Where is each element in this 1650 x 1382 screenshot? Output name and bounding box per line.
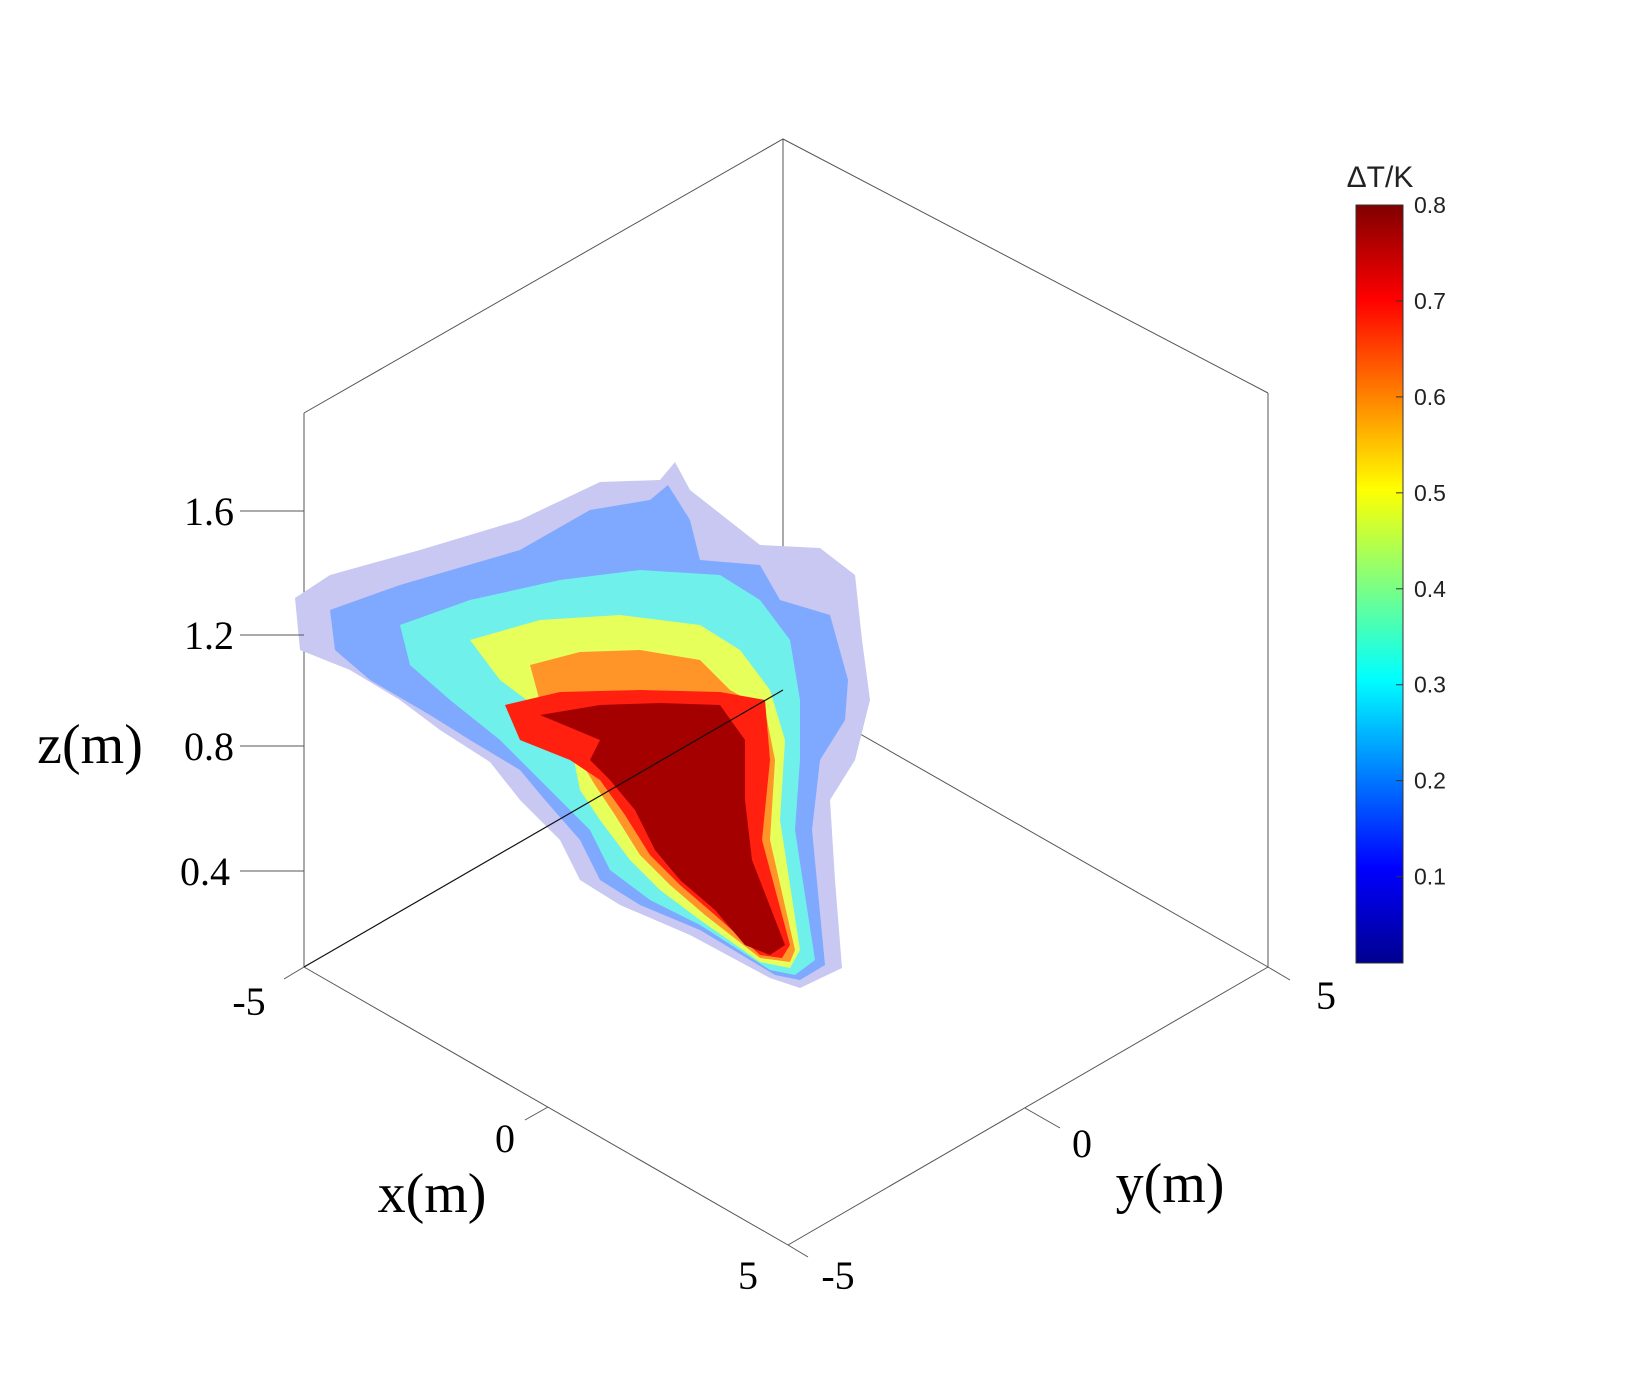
- z-tick-label: 1.2: [184, 613, 234, 658]
- colorbar-tick-label: 0.6: [1414, 384, 1446, 410]
- colorbar-tick-label: 0.7: [1414, 288, 1446, 314]
- y-axis-label: y(m): [1116, 1153, 1225, 1215]
- colorbar-tick-label: 0.4: [1414, 576, 1446, 602]
- colorbar-tick-label: 0.3: [1414, 672, 1446, 698]
- y-tick-label: -5: [821, 1253, 854, 1298]
- plume-level-7: [540, 703, 785, 955]
- x-tick-label: 0: [495, 1116, 515, 1161]
- z-tick-label: 1.6: [184, 489, 234, 534]
- colorbar: ΔT/K 0.8 0.7 0.6 0.5 0.4 0.3 0.2 0.1: [1347, 161, 1446, 964]
- x-tick-label: -5: [232, 979, 265, 1024]
- z-axis-label: z(m): [37, 714, 143, 776]
- colorbar-tick-label: 0.2: [1414, 768, 1446, 794]
- y-tick: [1024, 1107, 1061, 1129]
- box-edge-back-bottom-right: [782, 689, 1269, 968]
- axis-ticks: [240, 510, 1291, 1258]
- z-tick-label: 0.4: [180, 849, 230, 894]
- colorbar-gradient: [1355, 204, 1404, 964]
- z-tick-label: 0.8: [184, 724, 234, 769]
- x-tick: [524, 1106, 549, 1121]
- y-tick-label: 5: [1316, 973, 1336, 1018]
- y-tick-label: 0: [1072, 1121, 1092, 1166]
- plume: [295, 462, 870, 988]
- axes-box: [303, 138, 1269, 1246]
- box-edge-top: [303, 138, 1269, 414]
- colorbar-title: ΔT/K: [1347, 161, 1414, 194]
- y-axis-line: [787, 966, 1269, 1246]
- x-axis-line: [303, 966, 789, 1246]
- colorbar-tick-label: 0.1: [1414, 864, 1446, 890]
- box-edge-back-bottom-left: [303, 689, 784, 968]
- y-tick: [1267, 966, 1291, 981]
- x-axis-label: x(m): [378, 1163, 487, 1225]
- x-tick-label: 5: [738, 1253, 758, 1298]
- colorbar-tick-label: 0.5: [1414, 480, 1446, 506]
- y-tick: [787, 1244, 809, 1258]
- colorbar-tick-label: 0.8: [1414, 192, 1446, 218]
- x-tick: [283, 966, 305, 980]
